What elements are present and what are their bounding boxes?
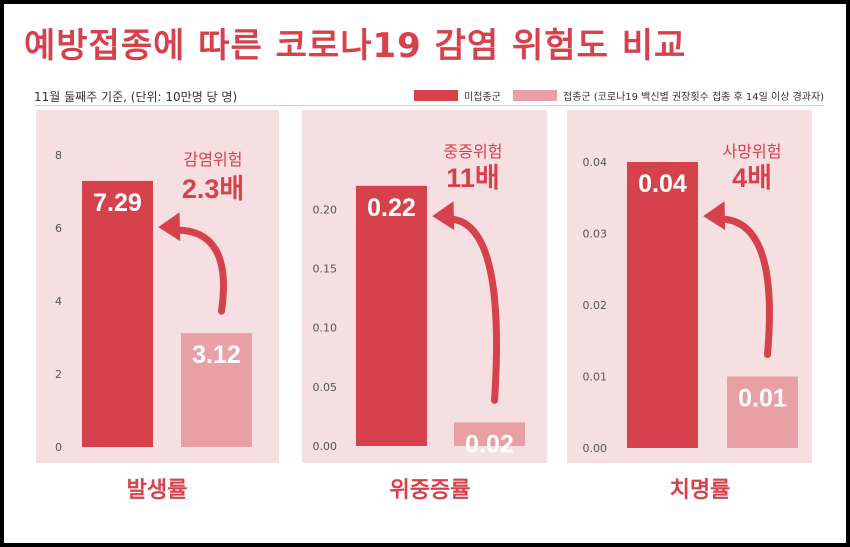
- annotation-risk-label: 사망위험: [723, 142, 782, 161]
- y-tick-label: 0.20: [313, 203, 338, 216]
- annotation-risk-ratio: 11배: [446, 163, 499, 193]
- y-tick-label: 0: [55, 441, 62, 454]
- data-label: 0.01: [738, 385, 787, 413]
- data-label: 0.02: [465, 430, 514, 458]
- bar-unvaccinated: [82, 180, 153, 448]
- y-tick-label: 0.02: [583, 299, 608, 312]
- bar-vaccinated: [181, 333, 252, 447]
- bar-unvaccinated: [356, 185, 427, 446]
- y-tick-label: 2: [55, 368, 62, 381]
- trend-arrow-head-1: [158, 212, 181, 242]
- bar-unvaccinated: [627, 162, 698, 448]
- y-tick-label: 0.05: [313, 381, 338, 394]
- annotation-risk-ratio: 4배: [732, 163, 772, 193]
- legend-unvaccinated: 미접종군: [414, 88, 501, 103]
- y-tick-label: 0.10: [313, 322, 338, 335]
- bar-vaccinated: [727, 376, 798, 448]
- trend-arrow-3: [714, 215, 773, 358]
- data-label: 0.04: [638, 170, 687, 198]
- y-tick-label: 8: [55, 149, 62, 162]
- page-title: 예방접종에 따른 코로나19 감염 위험도 비교: [24, 26, 687, 66]
- annotation-risk-label: 감염위험: [184, 150, 243, 169]
- y-tick-label: 4: [55, 295, 62, 308]
- y-tick-label: 0.00: [583, 442, 608, 455]
- legend-label-unvaccinated: 미접종군: [464, 92, 501, 103]
- legend-swatch-unvaccinated: [414, 90, 458, 101]
- trend-arrow-1: [169, 226, 227, 315]
- bar-vaccinated: [454, 422, 525, 446]
- data-label: 0.22: [367, 194, 416, 222]
- chart-title: 발생률: [127, 478, 188, 503]
- y-tick-label: 0.00: [313, 440, 338, 453]
- chart-title: 위중증률: [390, 478, 471, 503]
- legend-vaccinated: 접종군 (코로나19 백신별 권장횟수 접종 후 14일 이상 경과자): [513, 88, 824, 103]
- y-tick-label: 6: [55, 222, 62, 235]
- data-label: 7.29: [93, 189, 142, 217]
- trend-arrow-head-2: [432, 201, 455, 231]
- y-tick-label: 0.01: [583, 371, 608, 384]
- annotation-risk-label: 중증위험: [444, 142, 503, 161]
- legend-label-vaccinated: 접종군 (코로나19 백신별 권장횟수 접종 후 14일 이상 경과자): [563, 92, 825, 103]
- data-label: 3.12: [192, 341, 241, 369]
- annotation-risk-ratio: 2.3배: [182, 174, 244, 204]
- chart-title: 치명률: [670, 478, 731, 503]
- legend-swatch-vaccinated: [513, 90, 557, 101]
- header-divider: [34, 105, 824, 106]
- y-tick-label: 0.03: [583, 228, 608, 241]
- trend-arrow-2: [443, 215, 500, 404]
- y-tick-label: 0.04: [583, 156, 608, 169]
- basis-note: 11월 둘째주 기준, (단위: 10만명 당 명): [34, 90, 238, 104]
- y-tick-label: 0.15: [313, 263, 338, 276]
- trend-arrow-head-3: [703, 201, 726, 231]
